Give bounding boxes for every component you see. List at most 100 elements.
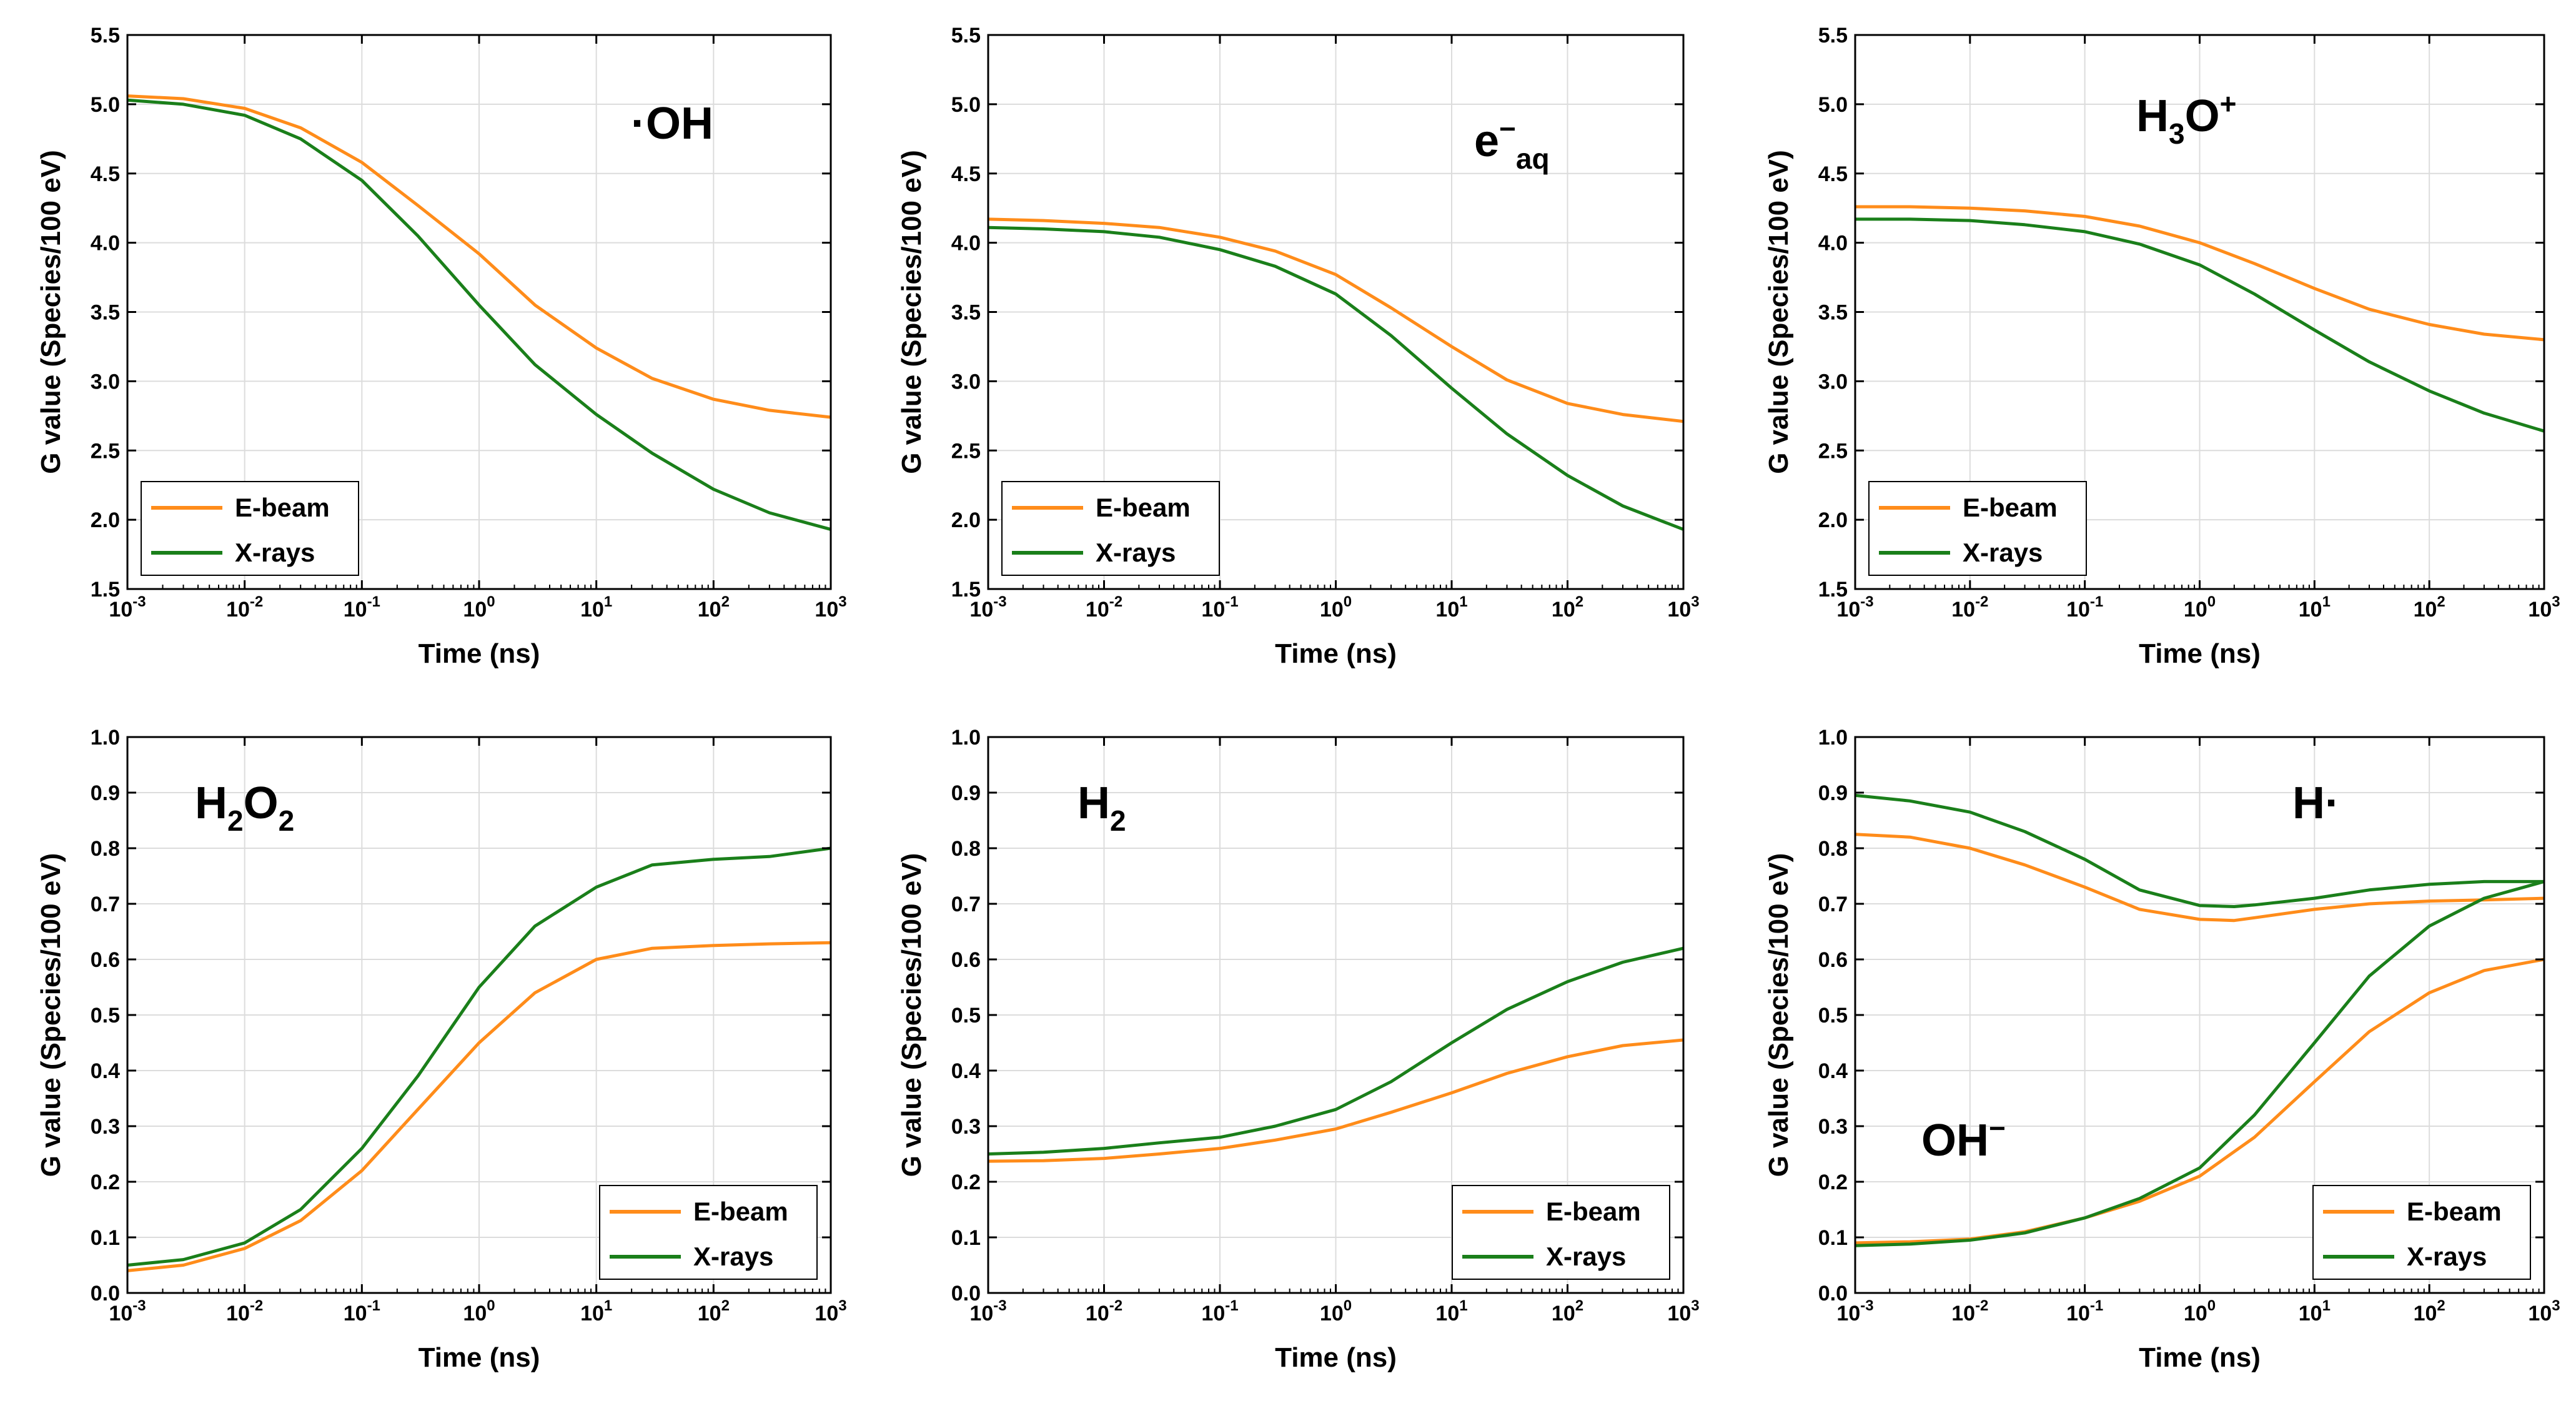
x-tick-exponent: 1	[1459, 593, 1467, 610]
y-tick-label: 1.0	[1818, 726, 1848, 750]
legend-label: X-rays	[1546, 1242, 1626, 1271]
x-tick-base: 10	[2414, 598, 2437, 621]
chart-panel-6: 0.00.10.20.30.40.50.60.70.80.91.010-3 10-…	[1763, 726, 2560, 1373]
x-tick-exponent: -3	[132, 1297, 146, 1314]
y-tick-label: 0.5	[91, 1004, 120, 1027]
x-tick-label: 103	[815, 1297, 846, 1325]
series-line-xrays-2	[127, 98, 831, 532]
species-label: H3O+	[2136, 87, 2236, 150]
x-tick-exponent: 2	[721, 593, 730, 610]
y-tick-label: 4.5	[1818, 162, 1848, 186]
x-tick-exponent: 0	[487, 593, 495, 610]
y-axis-label: G value (Species/100 eV)	[1763, 150, 1794, 474]
y-tick-label: 0.8	[951, 837, 981, 861]
x-tick-label: 103	[2528, 593, 2560, 621]
x-tick-base: 10	[1552, 598, 1575, 621]
x-tick-exponent: 3	[2552, 593, 2560, 610]
y-tick-label: 0.7	[951, 893, 981, 916]
x-tick-exponent: 0	[487, 1297, 495, 1314]
x-tick-base: 10	[1552, 1302, 1575, 1325]
y-axis-label: G value (Species/100 eV)	[36, 150, 66, 474]
x-tick-label: 102	[698, 1297, 730, 1325]
y-tick-label: 5.0	[951, 93, 981, 117]
x-tick-base: 10	[344, 1302, 367, 1325]
y-tick-label: 0.2	[91, 1171, 120, 1194]
y-tick-label: 0.8	[1818, 837, 1848, 861]
y-tick-label: 4.0	[951, 232, 981, 255]
x-tick-base: 10	[2414, 1302, 2437, 1325]
x-tick-label: 101	[580, 593, 612, 621]
x-tick-exponent: -1	[2090, 1297, 2103, 1314]
chart-panel-2: 1.52.02.53.03.54.04.55.05.510-3 10-2 10-1 1…	[896, 24, 1700, 669]
x-tick-label: 10-2	[1951, 593, 1988, 621]
y-tick-label: 0.0	[951, 1282, 981, 1305]
x-tick-exponent: 1	[2322, 593, 2331, 610]
y-tick-label: 0.7	[1818, 893, 1848, 916]
x-tick-label: 102	[2414, 593, 2445, 621]
y-tick-label: 0.6	[1818, 948, 1848, 972]
species-label: e−aq	[1474, 112, 1550, 175]
series-line-ebeam-1	[127, 941, 831, 1272]
x-tick-base: 10	[969, 598, 993, 621]
x-tick-base: 10	[2184, 598, 2207, 621]
y-tick-label: 0.9	[951, 781, 981, 805]
y-tick-label: 0.2	[1818, 1171, 1848, 1194]
x-tick-base: 10	[463, 1302, 487, 1325]
y-tick-label: 2.0	[1818, 508, 1848, 532]
x-tick-exponent: -1	[367, 593, 380, 610]
x-tick-exponent: 2	[2437, 593, 2445, 610]
y-tick-label: 0.9	[1818, 781, 1848, 805]
x-tick-base: 10	[1201, 1302, 1225, 1325]
x-tick-label: 102	[1552, 1297, 1583, 1325]
chart-panel-5: 0.00.10.20.30.40.50.60.70.80.91.010-3 10-…	[896, 726, 1700, 1373]
x-tick-label: 10-2	[226, 1297, 263, 1325]
legend: E-beam X-rays	[1001, 481, 1220, 576]
x-tick-label: 10-3	[1836, 593, 1873, 621]
species-label-part: OH	[1921, 1116, 1989, 1166]
legend-box	[2312, 1185, 2531, 1280]
species-label-part: −	[1989, 1112, 2006, 1144]
species-label-part: e	[1474, 116, 1499, 166]
x-tick-label: 10-1	[344, 1297, 380, 1325]
y-tick-label: 5.0	[91, 93, 120, 117]
species-label-part: H	[1077, 778, 1110, 828]
y-tick-label: 4.0	[1818, 232, 1848, 255]
x-tick-exponent: -3	[993, 593, 1006, 610]
legend-box	[1868, 481, 2087, 576]
legend: E-beam X-rays	[141, 481, 359, 576]
species-label: H2O2	[195, 778, 294, 837]
x-axis-label: Time (ns)	[1275, 1342, 1397, 1373]
y-tick-label: 1.0	[91, 726, 120, 750]
series-line-xrays-2	[1855, 217, 2545, 433]
legend-label: X-rays	[2407, 1242, 2487, 1271]
y-tick-label: 4.0	[91, 232, 120, 255]
y-tick-label: 0.1	[951, 1226, 981, 1250]
x-tick-exponent: 1	[2322, 1297, 2331, 1314]
y-tick-label: 0.3	[91, 1115, 120, 1139]
y-tick-label: 5.5	[91, 24, 120, 47]
x-tick-exponent: 0	[1344, 1297, 1352, 1314]
species-label: H2	[1077, 778, 1126, 837]
series-line-ebeam-1	[1855, 833, 2545, 923]
y-tick-label: 5.5	[1818, 24, 1848, 47]
legend-box	[141, 481, 359, 576]
legend: E-beam X-rays	[599, 1185, 818, 1280]
x-tick-base: 10	[580, 1302, 604, 1325]
x-tick-exponent: 3	[838, 593, 846, 610]
y-tick-label: 0.2	[951, 1171, 981, 1194]
x-tick-label: 103	[1667, 593, 1699, 621]
x-axis-label: Time (ns)	[2139, 1342, 2261, 1373]
x-tick-label: 10-3	[109, 593, 146, 621]
y-axis-label: G value (Species/100 eV)	[896, 853, 927, 1177]
x-tick-exponent: 1	[604, 1297, 612, 1314]
x-tick-label: 10-1	[2066, 1297, 2103, 1325]
y-tick-label: 3.0	[91, 370, 120, 394]
y-tick-label: 5.5	[951, 24, 981, 47]
x-tick-base: 10	[1320, 598, 1344, 621]
x-tick-label: 100	[2184, 593, 2216, 621]
species-label: H·	[2292, 778, 2340, 828]
x-tick-base: 10	[2528, 598, 2552, 621]
x-tick-exponent: 0	[2207, 1297, 2216, 1314]
x-tick-label: 103	[1667, 1297, 1699, 1325]
x-tick-base: 10	[1435, 1302, 1459, 1325]
